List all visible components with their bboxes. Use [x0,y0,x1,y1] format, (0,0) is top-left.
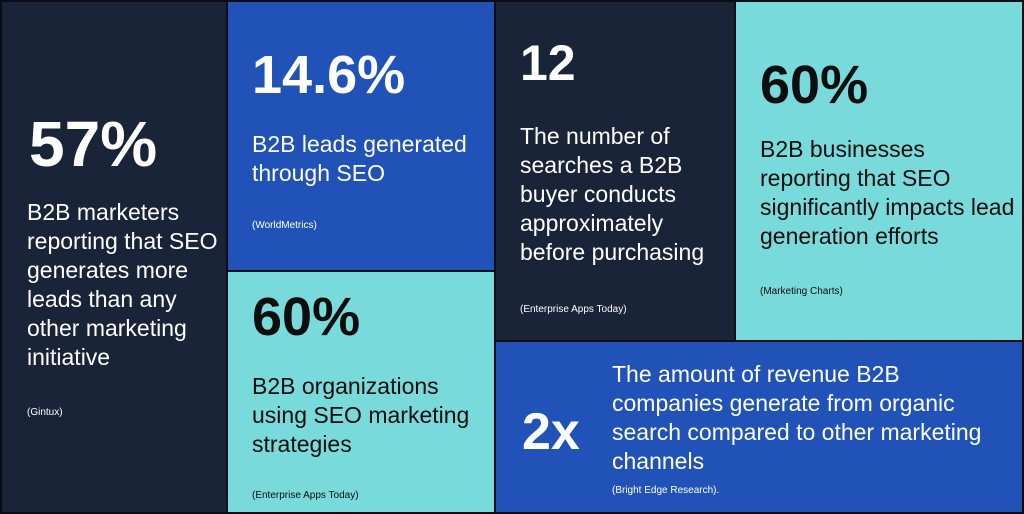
stat-description: The amount of revenue B2B companies gene… [612,361,982,474]
stat-source: (WorldMetrics) [252,220,317,231]
stat-value: 14.6% [252,45,406,105]
stat-tile-organic-revenue: 2x The amount of revenue B2B companies g… [494,340,1024,514]
stat-tile-seo-impact: 60% B2B businesses reporting that SEO si… [734,0,1024,342]
stat-source: (Enterprise Apps Today) [252,490,359,501]
stat-description: B2B organizations using SEO marketing st… [252,373,470,457]
stat-tile-organizations-using-seo: 60% B2B organizations using SEO marketin… [226,270,496,514]
stat-value: 2x [522,403,580,461]
stat-source: (Marketing Charts) [760,286,843,297]
stat-value: 12 [520,35,576,91]
stat-source: (Gintux) [27,407,63,418]
stat-value: 60% [760,55,869,115]
stat-description: B2B leads generated through SEO [252,131,467,186]
stat-value: 60% [252,287,361,347]
stat-value: 57% [29,108,158,180]
stat-description: B2B businesses reporting that SEO signif… [760,136,1015,249]
stat-tile-leads-through-seo: 14.6% B2B leads generated through SEO (W… [226,0,496,272]
stat-description: B2B marketers reporting that SEO generat… [27,199,218,370]
stat-tile-marketers-leads: 57% B2B marketers reporting that SEO gen… [0,0,228,514]
stat-source: (Bright Edge Research). [612,485,720,496]
stat-tile-buyer-searches: 12 The number of searches a B2B buyer co… [494,0,736,342]
stat-description: The number of searches a B2B buyer condu… [520,123,705,265]
stat-source: (Enterprise Apps Today) [520,304,627,315]
